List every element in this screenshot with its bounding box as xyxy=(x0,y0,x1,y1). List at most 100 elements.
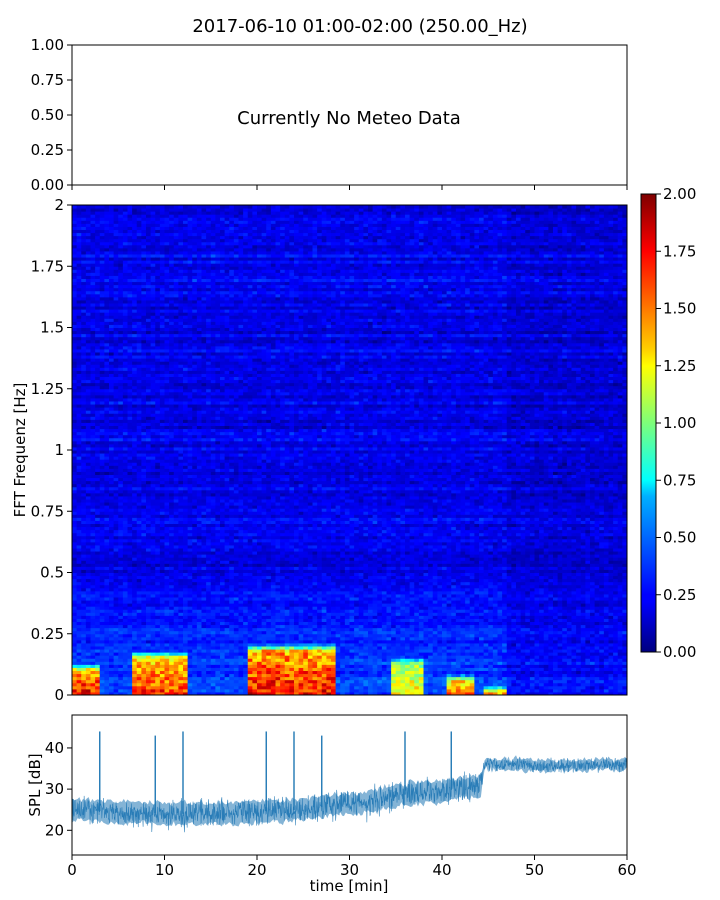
spectrogram-cell xyxy=(169,232,175,237)
spectrogram-cell xyxy=(187,609,193,613)
spectrogram-cell xyxy=(192,370,198,374)
spectrogram-cell xyxy=(99,453,105,457)
spectrogram-cell xyxy=(118,440,124,445)
spectrogram-cell xyxy=(169,612,175,616)
spectrogram-cell xyxy=(155,682,161,687)
spectrogram-cell xyxy=(187,254,193,258)
spectrogram-cell xyxy=(150,382,156,387)
spectrogram-cell xyxy=(183,667,189,671)
spectrogram-cell xyxy=(141,330,147,335)
spectrogram-cell xyxy=(169,410,175,414)
spectrogram-cell xyxy=(113,342,119,347)
spectrogram-cell xyxy=(109,459,115,463)
spectrogram-cell xyxy=(85,459,92,463)
spectrogram-cell xyxy=(178,296,184,301)
spectrogram-cell xyxy=(76,287,82,292)
spectrogram-cell xyxy=(159,538,166,543)
spectrogram-cell xyxy=(210,407,216,411)
spectrogram-cell xyxy=(109,624,115,629)
spectrogram-cell xyxy=(178,290,184,295)
spectrogram-cell xyxy=(159,391,166,396)
spectrogram-cell xyxy=(127,244,133,249)
spectrogram-cell xyxy=(173,247,179,252)
spectrogram-cell xyxy=(164,370,170,374)
spectrogram-cell xyxy=(146,263,152,267)
spectrogram-cell xyxy=(169,382,175,387)
spectrogram-cell xyxy=(187,425,193,430)
spectrogram-cell xyxy=(90,410,96,414)
spectrogram-cell xyxy=(173,649,179,653)
spectrogram-cell xyxy=(183,235,189,240)
spectrogram-cell xyxy=(85,468,92,472)
spectrogram-cell xyxy=(178,254,184,258)
spectrogram-cell xyxy=(95,486,101,491)
spectrogram-cell xyxy=(178,538,184,543)
spectrogram-cell xyxy=(104,649,110,653)
spectrogram-cell xyxy=(113,296,119,301)
spectrogram-cell xyxy=(136,621,142,626)
spectrogram-cell xyxy=(127,281,133,286)
spectrogram-cell xyxy=(196,385,203,390)
spectrogram-cell xyxy=(127,655,133,659)
spectrogram-cell xyxy=(127,477,133,482)
spectrogram-cell xyxy=(122,306,129,310)
spectrogram-cell xyxy=(99,682,105,687)
spectrogram-cell xyxy=(95,425,101,430)
spectrogram-cell xyxy=(72,495,78,500)
spectrogram-cell xyxy=(122,220,129,224)
spectrogram-cell xyxy=(95,355,101,359)
spectrogram-cell xyxy=(201,603,207,607)
spectrogram-cell xyxy=(164,284,170,289)
spectrogram-cell xyxy=(150,299,156,304)
spectrogram-cell xyxy=(159,208,166,212)
spectrogram-cell xyxy=(132,532,138,537)
spectrogram-cell xyxy=(206,443,212,448)
spectrogram-cell xyxy=(196,544,203,549)
spectrogram-cell xyxy=(187,440,193,445)
spectrogram-cell xyxy=(136,205,142,209)
spectrogram-cell xyxy=(192,379,198,384)
spectrogram-cell xyxy=(206,618,212,622)
spectrogram-cell xyxy=(127,673,133,678)
spectrogram-cell xyxy=(76,446,82,451)
spectrogram-cell xyxy=(178,566,184,570)
spectrogram-cell xyxy=(146,254,152,258)
spectrogram-cell xyxy=(206,514,212,518)
spectrogram-cell xyxy=(150,303,156,307)
spectrogram-cell xyxy=(164,679,170,684)
spectrogram-cell xyxy=(169,511,175,515)
spectrogram-cell xyxy=(159,223,166,227)
spectrogram-cell xyxy=(81,281,87,286)
spectrogram-cell xyxy=(76,281,82,286)
spectrogram-cell xyxy=(192,263,198,267)
spectrogram-cell xyxy=(132,238,138,243)
spectrogram-cell xyxy=(159,257,166,261)
spectrogram-cell xyxy=(183,603,189,607)
spectrogram-cell xyxy=(122,575,129,580)
spectrogram-cell xyxy=(178,612,184,616)
spectrogram-cell xyxy=(99,272,105,276)
spectrogram-cell xyxy=(85,658,92,662)
spectrogram-cell xyxy=(81,453,87,457)
spectrogram-cell xyxy=(90,554,96,558)
spectrogram-cell xyxy=(150,575,156,580)
spectrogram-cell xyxy=(85,569,92,573)
spectrogram-cell xyxy=(192,364,198,368)
spectrogram-cell xyxy=(164,287,170,292)
spectrogram-cell xyxy=(159,679,166,684)
spectrogram-cell xyxy=(76,642,82,647)
spectrogram-cell xyxy=(127,299,133,304)
spectrogram-cell xyxy=(81,474,87,479)
spectrogram-cell xyxy=(141,523,147,528)
spectrogram-cell xyxy=(122,260,129,264)
spectrogram-cell xyxy=(141,621,147,626)
spectrogram-cell xyxy=(210,523,216,528)
spectrogram-cell xyxy=(72,502,78,506)
spectrogram-cell xyxy=(136,263,142,267)
spectrogram-cell xyxy=(169,352,175,356)
spectrogram-cell xyxy=(159,688,166,693)
spectrogram-cell xyxy=(206,544,212,549)
spectrogram-cell xyxy=(150,250,156,255)
spectrogram-cell xyxy=(72,404,78,408)
spectrogram-cell xyxy=(206,407,212,411)
